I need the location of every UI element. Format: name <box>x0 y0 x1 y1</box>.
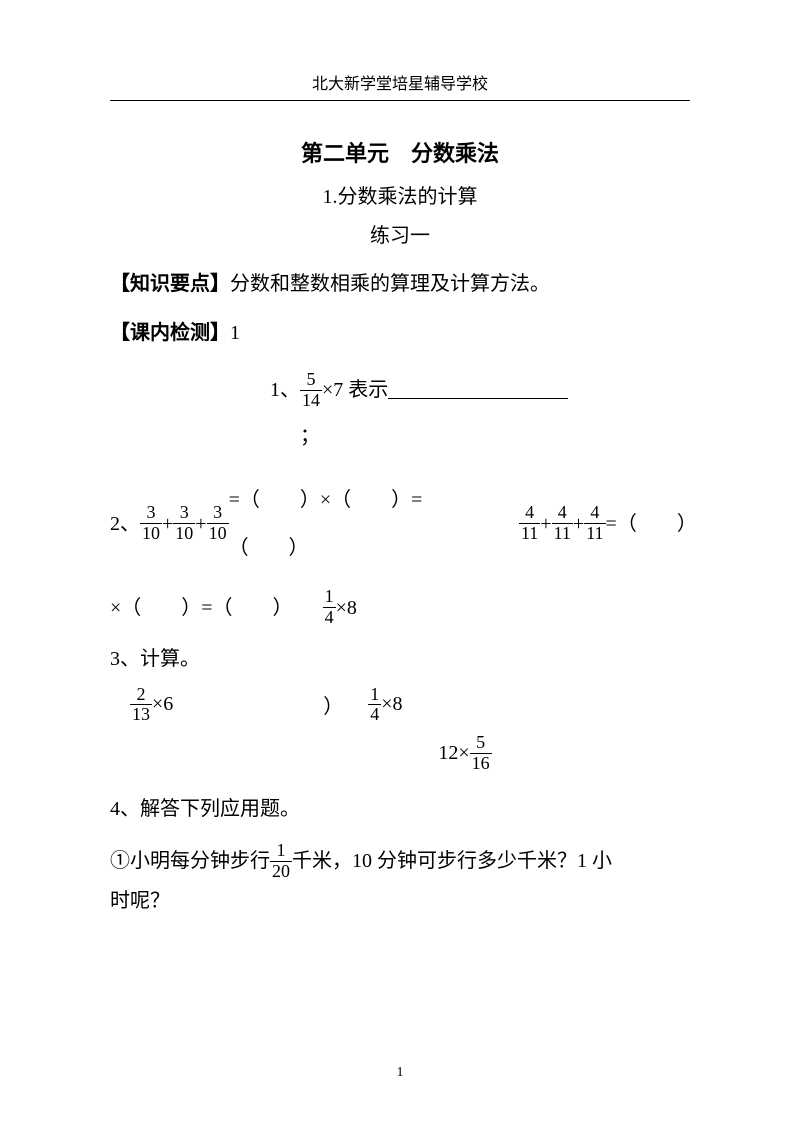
unit-title: 第二单元 分数乘法 <box>110 136 690 168</box>
page-number: 1 <box>0 1065 800 1081</box>
question-2: 2、 310 + 310 + 310 =（ ）×（ ）=（ ） 411 + 41… <box>110 476 690 632</box>
question-1: 1、 5 14 ×7 表示 <box>110 370 690 411</box>
fraction-2-13: 213 <box>130 685 152 726</box>
blank-line <box>388 381 568 399</box>
fraction-1-20: 120 <box>270 841 292 882</box>
exercise-title: 练习一 <box>110 219 690 248</box>
keypoint: 【知识要点】分数和整数相乘的算理及计算方法。 <box>110 266 690 302</box>
fraction-1-4: 14 <box>368 685 381 726</box>
fraction-3-10: 310 <box>207 503 229 544</box>
fraction-5-14: 5 14 <box>300 370 322 411</box>
fraction-1-4: 14 <box>323 587 336 628</box>
question-3-calc-row1: 213 ×6 ） 14 ×8 <box>110 685 690 726</box>
section-title: 1.分数乘法的计算 <box>110 180 690 209</box>
section-label: 【课内检测】1 <box>110 316 690 345</box>
page-header: 北大新学堂培星辅导学校 <box>110 70 690 101</box>
semicolon: ； <box>110 419 690 448</box>
keypoint-text: 分数和整数相乘的算理及计算方法。 <box>230 273 550 295</box>
question-3-label: 3、计算。 <box>110 642 690 671</box>
fraction-3-10: 310 <box>173 503 195 544</box>
fraction-3-10: 310 <box>140 503 162 544</box>
fraction-5-16: 516 <box>470 733 492 774</box>
question-4-label: 4、解答下列应用题。 <box>110 792 690 821</box>
keypoint-label: 【知识要点】 <box>110 273 230 295</box>
question-4-problem-1: ①小明每分钟步行 120 千米，10 分钟可步行多少千米？1 小 时呢？ <box>110 841 690 922</box>
fraction-4-11: 411 <box>519 503 540 544</box>
question-3-calc-row2: 12× 516 <box>110 733 690 774</box>
fraction-4-11: 411 <box>584 503 605 544</box>
fraction-4-11: 411 <box>552 503 573 544</box>
